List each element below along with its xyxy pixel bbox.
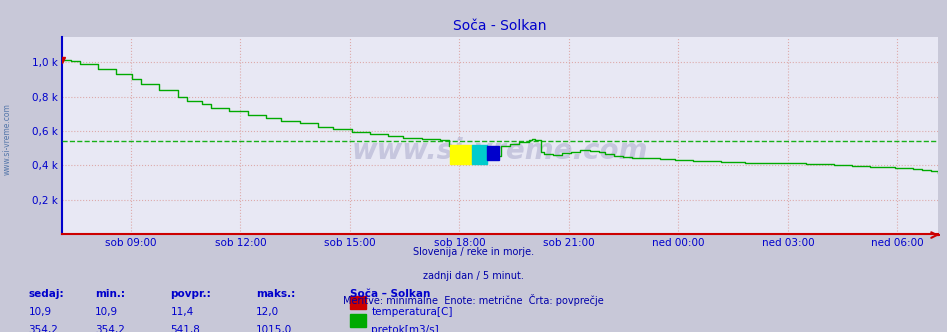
Bar: [472, 145, 487, 164]
Text: maks.:: maks.:: [256, 289, 295, 299]
Title: Soča - Solkan: Soča - Solkan: [453, 19, 546, 33]
Bar: [450, 145, 472, 164]
Text: pretok[m3/s]: pretok[m3/s]: [371, 325, 439, 332]
Text: Soča – Solkan: Soča – Solkan: [350, 289, 431, 299]
Text: 541,8: 541,8: [170, 325, 201, 332]
Text: Slovenija / reke in morje.: Slovenija / reke in morje.: [413, 247, 534, 257]
Text: 1015,0: 1015,0: [256, 325, 292, 332]
Text: 354,2: 354,2: [95, 325, 125, 332]
Text: min.:: min.:: [95, 289, 125, 299]
Text: 11,4: 11,4: [170, 307, 194, 317]
Text: sedaj:: sedaj:: [28, 289, 64, 299]
Text: www.si-vreme.com: www.si-vreme.com: [351, 137, 648, 165]
Text: povpr.:: povpr.:: [170, 289, 211, 299]
Text: temperatura[C]: temperatura[C]: [371, 307, 453, 317]
Text: 10,9: 10,9: [28, 307, 51, 317]
Text: 10,9: 10,9: [95, 307, 117, 317]
Text: Meritve: minimalne  Enote: metrične  Črta: povprečje: Meritve: minimalne Enote: metrične Črta:…: [343, 294, 604, 306]
Text: www.si-vreme.com: www.si-vreme.com: [3, 104, 12, 175]
Text: 12,0: 12,0: [256, 307, 278, 317]
Bar: [487, 146, 499, 160]
Text: zadnji dan / 5 minut.: zadnji dan / 5 minut.: [423, 271, 524, 281]
Text: 354,2: 354,2: [28, 325, 59, 332]
